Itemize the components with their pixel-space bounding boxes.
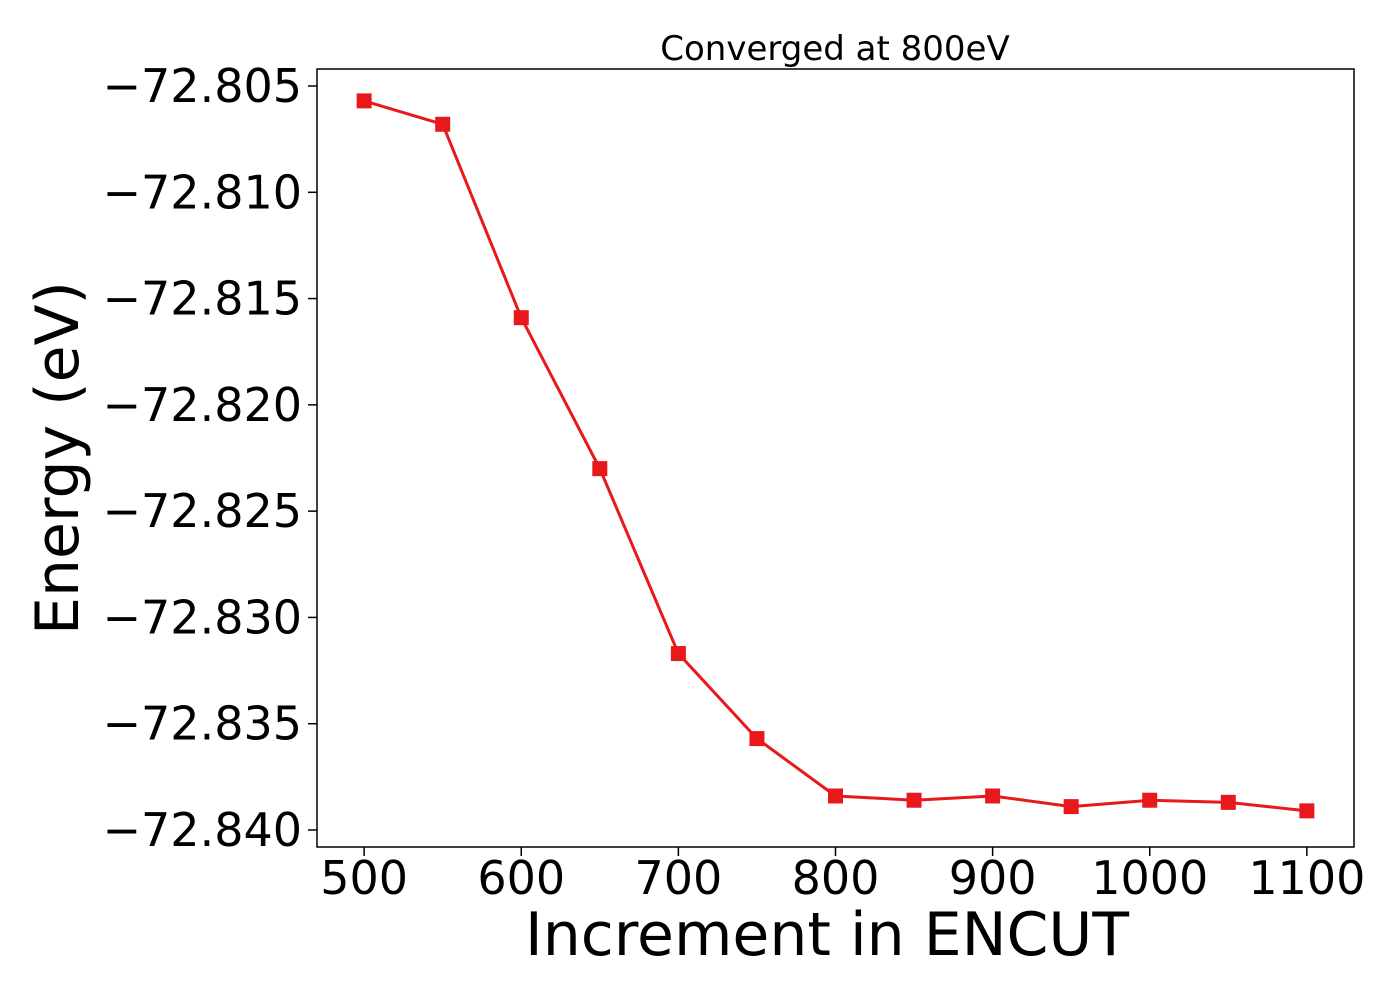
data-point-marker bbox=[1063, 799, 1079, 815]
data-point-marker bbox=[906, 792, 922, 808]
x-axis: 500 600 700 800 900 1000 1100 bbox=[320, 847, 1365, 905]
x-tick-label: 900 bbox=[949, 851, 1037, 905]
x-tick-label: 500 bbox=[320, 851, 408, 905]
y-axis-label: Energy (eV) bbox=[23, 281, 93, 635]
chart-title: Converged at 800eV bbox=[660, 29, 1009, 69]
y-tick-label: −72.820 bbox=[103, 378, 303, 432]
x-tick-label: 800 bbox=[792, 851, 880, 905]
y-tick-label: −72.810 bbox=[103, 165, 303, 219]
x-axis-label: Increment in ENCUT bbox=[525, 900, 1129, 970]
y-tick-label: −72.815 bbox=[103, 272, 303, 326]
data-point-marker bbox=[670, 646, 686, 662]
data-point-marker bbox=[1142, 792, 1158, 808]
data-point-marker bbox=[749, 731, 765, 747]
data-point-marker bbox=[1299, 803, 1315, 819]
data-point-marker bbox=[513, 310, 529, 326]
data-point-marker bbox=[985, 788, 1001, 804]
data-point-marker bbox=[356, 93, 372, 109]
x-tick-label: 1100 bbox=[1248, 851, 1365, 905]
x-tick-label: 700 bbox=[634, 851, 722, 905]
y-tick-label: −72.825 bbox=[103, 484, 303, 538]
data-point-marker bbox=[828, 788, 843, 804]
y-tick-label: −72.830 bbox=[103, 590, 303, 644]
y-tick-label: −72.840 bbox=[103, 803, 303, 857]
y-axis: −72.805 −72.810 −72.815 −72.820 −72.825 −72.8… bbox=[103, 59, 317, 857]
plot-area bbox=[356, 93, 1315, 819]
y-tick-label: −72.805 bbox=[103, 59, 303, 113]
y-tick-label: −72.835 bbox=[103, 697, 303, 751]
x-tick-label: 600 bbox=[477, 851, 565, 905]
data-point-marker bbox=[435, 116, 451, 132]
data-point-marker bbox=[592, 461, 608, 477]
data-point-marker bbox=[1220, 794, 1236, 810]
x-tick-label: 1000 bbox=[1091, 851, 1208, 905]
